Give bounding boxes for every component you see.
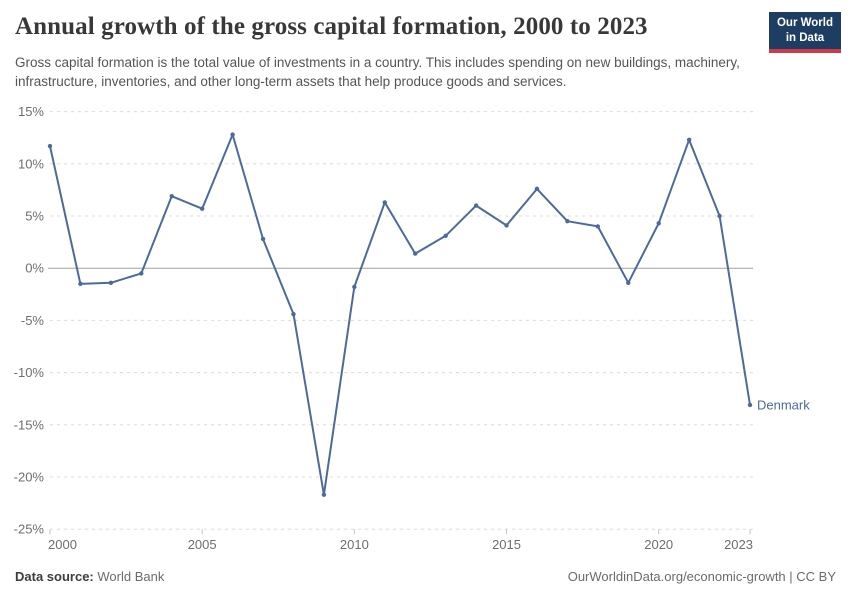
data-point[interactable]: [169, 193, 174, 199]
data-point[interactable]: [382, 200, 387, 205]
series-points: [47, 132, 753, 497]
owid-logo-line1: Our World: [776, 17, 833, 30]
y-tick-label: 15%: [18, 104, 44, 119]
data-point[interactable]: [534, 186, 540, 192]
data-point[interactable]: [504, 223, 509, 228]
data-point[interactable]: [565, 219, 570, 224]
y-tick-label: 0%: [25, 261, 44, 276]
x-tick-label: 2010: [340, 537, 369, 552]
x-tick-label: 2015: [492, 537, 521, 552]
data-point[interactable]: [139, 271, 144, 276]
chart-footer: Data source: World Bank OurWorldinData.o…: [15, 569, 836, 584]
data-point[interactable]: [717, 213, 722, 219]
data-point[interactable]: [47, 143, 53, 149]
data-point[interactable]: [352, 284, 357, 290]
data-point[interactable]: [473, 203, 479, 208]
data-point[interactable]: [686, 137, 692, 142]
data-point[interactable]: [747, 402, 753, 408]
data-point[interactable]: [413, 251, 418, 256]
data-source-value: World Bank: [97, 569, 165, 584]
x-axis: 2000 2005 2010 2015 2020 2023: [48, 529, 753, 552]
data-point[interactable]: [595, 224, 601, 229]
y-tick-label: -20%: [14, 470, 45, 485]
y-tick-label: -25%: [14, 522, 45, 537]
y-grid: 15% 10% 5% 0% -5% -10% -15% -20% -25%: [14, 104, 753, 537]
y-tick-label: -10%: [14, 365, 45, 380]
y-tick-label: -15%: [14, 417, 45, 432]
y-tick-label: -5%: [21, 313, 45, 328]
data-point[interactable]: [321, 492, 327, 497]
y-tick-label: 5%: [25, 209, 44, 224]
y-tick-label: 10%: [18, 156, 44, 171]
x-tick-label: 2020: [644, 537, 673, 552]
data-point[interactable]: [656, 221, 661, 226]
owid-logo-line2: in Data: [785, 31, 825, 44]
credit-link[interactable]: OurWorldinData.org/economic-growth | CC …: [567, 569, 836, 584]
data-point[interactable]: [626, 280, 631, 286]
data-source: Data source: World Bank: [15, 569, 164, 584]
x-tick-label: 2023: [724, 537, 753, 552]
series-end-label: Denmark: [757, 397, 810, 412]
chart-subtitle: Gross capital formation is the total val…: [15, 55, 740, 90]
data-source-label: Data source:: [15, 569, 94, 584]
data-point[interactable]: [108, 280, 114, 286]
data-point[interactable]: [199, 206, 205, 211]
data-point[interactable]: [443, 233, 448, 239]
owid-logo[interactable]: Our World in Data: [769, 12, 841, 53]
series-line: [49, 133, 751, 496]
data-point[interactable]: [230, 132, 235, 137]
x-tick-label: 2005: [188, 537, 217, 552]
x-tick-label: 2000: [48, 537, 77, 552]
page-title: Annual growth of the gross capital forma…: [15, 13, 648, 40]
data-point[interactable]: [78, 281, 83, 287]
data-point[interactable]: [260, 236, 266, 242]
data-point[interactable]: [291, 311, 296, 317]
